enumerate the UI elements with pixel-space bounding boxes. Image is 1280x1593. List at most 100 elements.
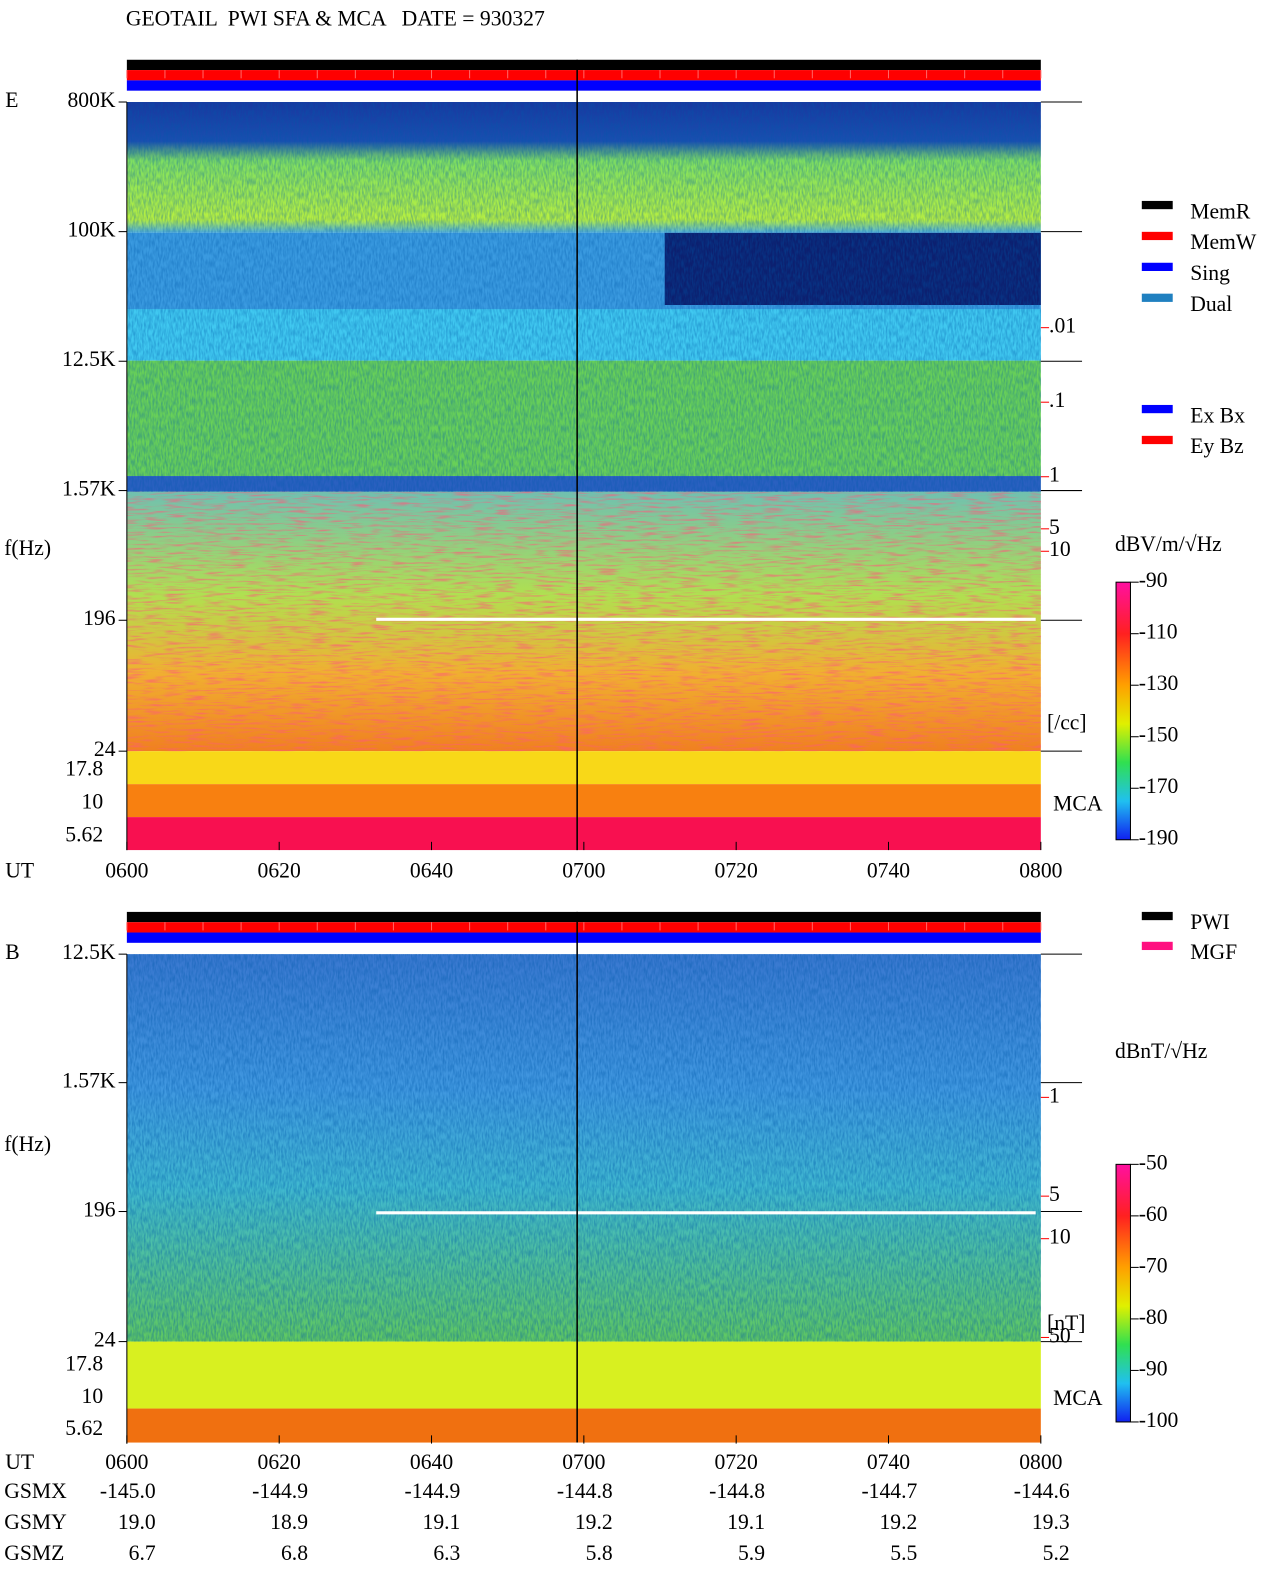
legend-label: MemR [1190,199,1251,223]
colorbar-tick-label: -100 [1139,1408,1179,1432]
y-tick-label: 196 [83,606,116,630]
orbit-value: 5.8 [586,1541,613,1565]
orbit-value: 19.2 [880,1510,918,1534]
colorbar-tick-label: -80 [1139,1305,1168,1329]
orbit-value: 5.5 [890,1541,917,1565]
orbit-value: -144.7 [861,1479,917,1503]
colorbar-tick-label: -110 [1139,620,1178,644]
density-unit: [nT] [1047,1311,1085,1335]
y-tick-label: 12.5K [62,347,116,371]
density-unit: [/cc] [1047,710,1087,734]
orbit-value: 19.2 [575,1510,613,1534]
panel-label: E [5,88,18,112]
colorbar-tick-label: -150 [1139,723,1179,747]
colorbar-tick-label: -70 [1139,1253,1168,1277]
x-tick-label: 0800 [1019,1450,1062,1474]
mca-channel-label: 10 [82,1384,104,1408]
x-tick-label: 0720 [715,859,758,883]
mca-label: MCA [1053,1386,1103,1410]
legend-label: MGF [1190,940,1237,964]
colorbar-tick-label: -90 [1139,1356,1168,1380]
legend-swatch [1141,200,1173,210]
x-tick-label: 0600 [105,1450,148,1474]
density-tick-label: 10 [1049,537,1071,561]
legend-swatch [1141,262,1173,271]
panel-label: B [5,940,19,964]
mca-channel-label: 17.8 [65,1351,103,1375]
orbit-value: -144.9 [252,1479,308,1503]
legend-swatch [1141,941,1173,951]
mca-channel-label: 5.62 [65,823,103,847]
orbit-row-label: GSMX [4,1479,67,1503]
mca-channel-label: 17.8 [65,757,103,781]
orbit-value: 6.7 [129,1541,156,1565]
x-axis-label: UT [5,1450,34,1474]
y-tick-label: 1.57K [62,1069,116,1093]
e-spectrogram [126,59,1041,851]
density-tick-label: 5 [1049,1182,1060,1206]
y-tick-label: 1.57K [62,477,116,501]
density-tick-label: .1 [1049,388,1065,412]
density-tick-label: .01 [1049,314,1076,338]
orbit-value: -144.8 [709,1479,765,1503]
density-tick-label: 1 [1049,1083,1060,1107]
x-tick-label: 0600 [105,859,148,883]
density-tick-label: 1 [1049,463,1060,487]
legend-swatch [1141,293,1173,302]
orbit-value: 5.2 [1043,1541,1070,1565]
orbit-row-label: GSMZ [4,1541,64,1565]
x-tick-label: 0740 [867,859,910,883]
density-tick-label: 50 [1049,1323,1071,1347]
x-tick-label: 0620 [258,1450,301,1474]
colorbar [1115,1163,1131,1423]
y-tick-label: 196 [83,1197,116,1221]
colorbar [1115,581,1131,841]
x-tick-label: 0700 [562,1450,605,1474]
orbit-value: 5.9 [738,1541,765,1565]
colorbar-label: dBnT/√Hz [1115,1039,1207,1063]
orbit-value: -145.0 [100,1479,156,1503]
mca-channel-label: 10 [82,790,104,814]
colorbar-label: dBV/m/√Hz [1115,532,1222,556]
y-tick-label: 800K [67,88,115,112]
x-axis-label: UT [5,859,34,883]
mca-channel-label: 5.62 [65,1416,103,1440]
legend-label: MemW [1190,230,1257,254]
orbit-value: 6.3 [433,1541,460,1565]
colorbar-tick-label: -170 [1139,774,1179,798]
orbit-value: 19.3 [1032,1510,1070,1534]
title: GEOTAIL PWI SFA & MCA DATE = 930327 [126,7,545,31]
y-tick-label: 24 [94,1328,116,1352]
orbit-value: -144.6 [1014,1479,1070,1503]
orbit-value: 6.8 [281,1541,308,1565]
x-tick-label: 0640 [410,1450,453,1474]
y-axis-label: f(Hz) [4,1132,51,1156]
legend-label: Dual [1190,292,1232,316]
colorbar-tick-label: -130 [1139,671,1179,695]
legend-label: PWI [1190,910,1230,934]
x-tick-label: 0800 [1019,859,1062,883]
orbit-value: -144.9 [405,1479,461,1503]
density-tick-label: 5 [1049,515,1060,539]
colorbar-tick-label: -50 [1139,1150,1168,1174]
legend-label: Ex Bx [1190,403,1245,427]
y-tick-label: 12.5K [62,940,116,964]
legend-label: Ey Bz [1190,434,1243,458]
orbit-value: 19.0 [118,1510,156,1534]
x-tick-label: 0740 [867,1450,910,1474]
x-tick-label: 0640 [410,859,453,883]
y-tick-label: 100K [67,218,115,242]
x-tick-label: 0700 [562,859,605,883]
b-spectrogram [126,911,1041,1443]
density-tick-label: 10 [1049,1225,1071,1249]
colorbar-tick-label: -190 [1139,826,1179,850]
colorbar-tick-label: -90 [1139,568,1168,592]
orbit-value: -144.8 [557,1479,613,1503]
legend-label: Sing [1190,261,1230,285]
orbit-value: 19.1 [423,1510,461,1534]
x-tick-label: 0620 [258,859,301,883]
orbit-row-label: GSMY [4,1510,67,1534]
legend-swatch [1141,231,1173,241]
